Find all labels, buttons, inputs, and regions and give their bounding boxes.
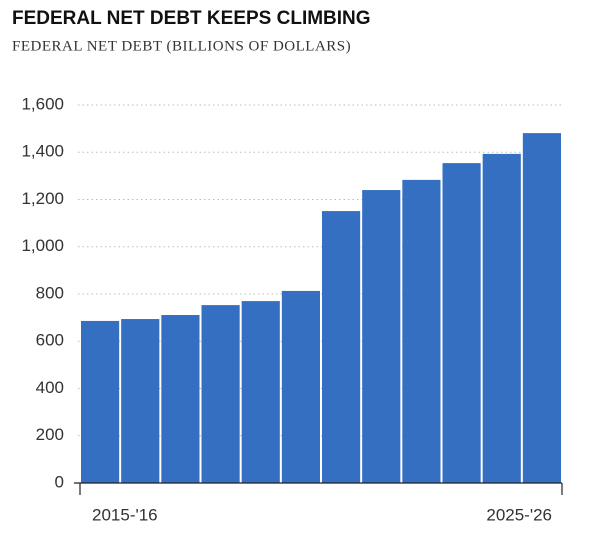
- x-tick-label: 2025-'26: [486, 505, 552, 524]
- y-tick-label: 1,600: [21, 94, 64, 113]
- y-tick-label: 0: [55, 472, 64, 491]
- bar: [402, 179, 441, 484]
- y-tick-label: 400: [36, 378, 64, 397]
- y-tick-label: 800: [36, 283, 64, 302]
- bar: [482, 153, 521, 483]
- bar: [362, 190, 401, 484]
- bar: [322, 211, 361, 484]
- y-tick-label: 1,000: [21, 236, 64, 255]
- chart-title: FEDERAL NET DEBT KEEPS CLIMBING: [12, 8, 371, 29]
- y-tick-label: 1,200: [21, 189, 64, 208]
- bar: [201, 305, 240, 483]
- bar: [161, 315, 200, 483]
- y-tick-label: 200: [36, 425, 64, 444]
- bar: [522, 133, 561, 483]
- bar: [121, 319, 160, 483]
- bar: [241, 301, 280, 483]
- bar: [81, 320, 120, 483]
- y-tick-label: 600: [36, 331, 64, 350]
- y-tick-label: 1,400: [21, 142, 64, 161]
- bar: [442, 163, 481, 483]
- chart-subtitle: FEDERAL NET DEBT (BILLIONS OF DOLLARS): [12, 38, 351, 54]
- x-tick-label: 2015-'16: [92, 505, 158, 524]
- bar: [281, 290, 320, 483]
